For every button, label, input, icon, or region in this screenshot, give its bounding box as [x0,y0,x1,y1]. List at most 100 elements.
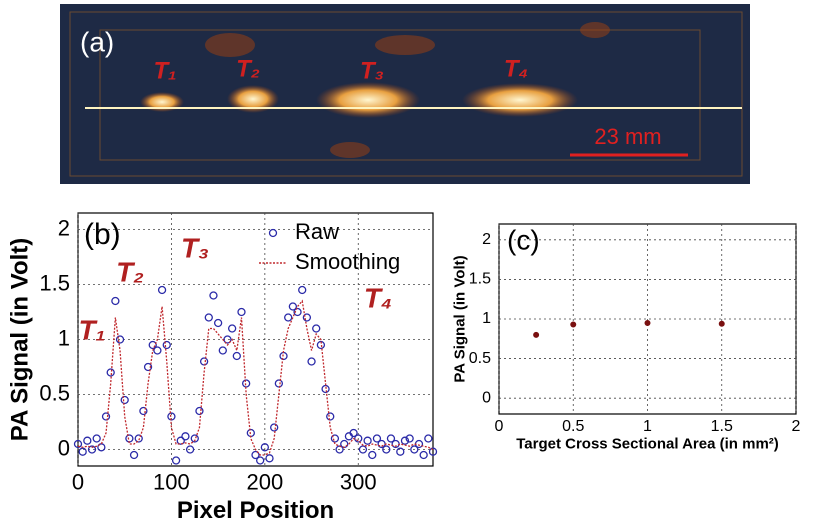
data-point [237,307,246,317]
data-point [372,434,382,443]
data-point [382,445,391,454]
data-point [316,340,326,350]
data-point [148,340,157,350]
data-point [533,331,540,338]
target-label: T₃ [360,57,384,84]
annotation: T₃ [181,232,209,263]
y-tick-label: 1 [482,310,491,327]
data-point [139,406,148,416]
data-point [129,450,139,460]
data-point [349,428,358,438]
x-tick-label: 1.5 [711,418,733,435]
x-tick-label: 0 [72,469,84,494]
data-point [260,443,269,452]
data-point [73,439,83,449]
data-point [288,302,298,311]
data-point [153,346,162,355]
y-tick-label: 1 [58,325,70,350]
noise-blob [375,35,435,55]
data-point [120,395,129,405]
y-tick-label: 0 [482,389,491,406]
panel-label: (c) [507,224,540,255]
data-point [134,434,143,443]
x-axis-label: Pixel Position [177,497,334,524]
data-point [251,450,260,460]
data-point [718,320,725,327]
data-point [213,318,223,328]
scale-bar-label: 23 mm [594,124,661,149]
y-tick-label: 0.5 [39,380,70,405]
data-point [92,434,101,443]
y-tick-label: 0 [58,435,70,460]
x-tick-label: 100 [153,469,190,494]
data-point [171,456,181,465]
data-point [302,313,312,322]
data-point [176,436,185,445]
data-point [274,379,284,388]
panel-label: (a) [80,26,114,57]
data-point [115,335,125,344]
noise-blob [205,33,255,57]
data-point [428,447,438,456]
x-tick-label: 2 [792,418,801,435]
data-point [307,357,316,366]
y-axis-label: PA Signal (in Volt) [7,238,34,442]
y-tick-label: 2 [58,215,70,240]
y-tick-label: 0.5 [469,350,491,367]
data-point [644,319,651,326]
data-point [232,351,241,361]
x-tick-label: 300 [340,469,377,494]
x-tick-label: 0 [495,418,504,435]
data-point [181,432,190,441]
noise-blob [330,142,370,158]
data-point [87,445,97,454]
data-point [106,368,115,377]
data-point [400,436,410,445]
panel-label: (b) [84,218,121,251]
x-axis-label: Target Cross Sectional Area (in mm²) [516,435,779,452]
data-point [270,423,279,432]
data-point [363,436,372,445]
smoothing-line [77,299,434,456]
data-point [265,454,274,463]
data-point [223,335,232,344]
data-point [368,450,377,460]
data-point [157,285,167,295]
legend-label: Smoothing [295,249,400,274]
data-point [78,447,87,456]
data-point [256,456,265,465]
annotation: T₄ [364,282,392,313]
data-point [209,291,218,300]
data-point [101,412,111,421]
data-point [190,434,199,443]
data-point [111,296,120,306]
data-point [358,445,368,454]
data-point [405,434,414,443]
data-point [218,346,227,355]
y-axis-label: PA Signal (in Volt) [452,255,469,382]
y-tick-label: 1.5 [39,270,70,295]
annotation: T₁ [79,314,106,345]
image-panel: (a) 23 mm [60,4,750,184]
y-tick-label: 2 [482,231,491,248]
data-point [326,412,335,421]
volume-box [69,11,743,177]
target-label: T₄ [504,55,528,82]
data-point [284,313,293,322]
data-point [321,384,330,394]
y-tick-label: 1.5 [469,271,491,288]
data-point [83,436,92,445]
legend-swatch [268,228,278,238]
target-blob [316,82,420,118]
data-point [293,307,302,317]
annotation: T₂ [116,256,144,287]
noise-blob [580,22,610,38]
legend-label: Raw [295,219,339,244]
data-point [199,357,209,366]
data-point [410,445,419,454]
x-tick-label: 0.5 [562,418,584,435]
target-blob [227,85,279,113]
x-tick-label: 1 [643,418,652,435]
data-point [143,362,153,372]
